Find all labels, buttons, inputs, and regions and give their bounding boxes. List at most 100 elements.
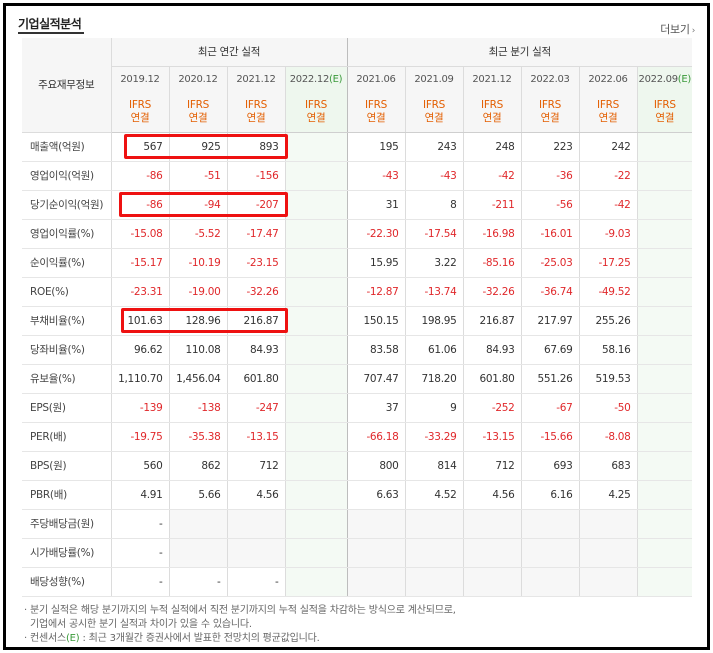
- table-cell: -156: [226, 161, 285, 191]
- ifrs-consolidated-label: 연결: [424, 111, 444, 124]
- period-label: 2022.03: [530, 73, 570, 85]
- ifrs-label: IFRS: [129, 98, 151, 111]
- table-cell: [284, 422, 347, 452]
- table-cell: [636, 538, 693, 568]
- table-row: BPS(원) 560 862 712 800 814 712 693 683: [22, 451, 693, 481]
- table-cell: [284, 190, 347, 220]
- table-cell: 5.66: [168, 480, 227, 510]
- annual-group-header: 최근 연간 실적: [110, 38, 347, 67]
- table-cell: -15.08: [110, 218, 169, 249]
- table-cell: [636, 218, 693, 249]
- period-label: 2019.12: [120, 73, 160, 85]
- table-cell: -15.66: [520, 422, 579, 452]
- more-label[interactable]: 더보기: [660, 23, 690, 36]
- ifrs-header: IFRS 연결: [636, 92, 693, 133]
- table-row: 당기순이익(억원) -86 -94 -207 31 8 -211 -56 -42: [22, 190, 693, 220]
- table-cell: 567: [110, 132, 169, 162]
- table-cell: -23.15: [226, 248, 285, 278]
- table-cell: 61.06: [404, 335, 463, 365]
- ifrs-label: IFRS: [423, 98, 445, 111]
- table-cell: -86: [110, 161, 169, 191]
- ifrs-consolidated-label: 연결: [246, 111, 266, 124]
- table-cell: 128.96: [168, 305, 227, 336]
- table-cell: 4.91: [110, 480, 169, 510]
- table-cell: -: [110, 508, 169, 539]
- ifrs-header: IFRS 연결: [284, 92, 347, 133]
- table-cell: -42: [462, 161, 521, 191]
- period-header: 2022.03: [520, 66, 579, 92]
- table-cell: 4.56: [226, 480, 285, 510]
- table-cell: [404, 567, 463, 597]
- table-cell: [520, 567, 579, 597]
- table-cell: [168, 508, 227, 539]
- section-title: 기업실적분석: [18, 17, 82, 31]
- more-link[interactable]: 더보기 ›: [660, 21, 695, 37]
- table-cell: -13.15: [462, 422, 521, 452]
- ifrs-consolidated-label: 연결: [598, 111, 618, 124]
- table-cell: -16.01: [520, 218, 579, 249]
- row-label: 순이익률(%): [22, 248, 111, 278]
- table-cell: 862: [168, 451, 227, 481]
- quarter-group-header: 최근 분기 실적: [346, 38, 693, 67]
- table-cell: 551.26: [520, 364, 579, 394]
- table-cell: -207: [226, 190, 285, 220]
- chevron-right-icon: ›: [691, 26, 696, 36]
- footnote-3-suffix: : 최근 3개월간 증권사에서 발표한 전망치의 평균값입니다.: [79, 633, 320, 644]
- table-cell: [284, 508, 347, 539]
- period-label: 2021.12: [236, 73, 276, 85]
- period-label: 2022.06: [588, 73, 628, 85]
- table-cell: [636, 567, 693, 597]
- table-cell: -94: [168, 190, 227, 220]
- row-label: BPS(원): [22, 451, 111, 481]
- table-cell: -19.00: [168, 277, 227, 307]
- table-cell: -16.98: [462, 218, 521, 249]
- table-cell: [636, 364, 693, 394]
- row-label: 당좌비율(%): [22, 335, 111, 365]
- table-cell: -33.29: [404, 422, 463, 452]
- table-row: 시가배당률(%) -: [22, 538, 693, 568]
- period-header: 2021.06: [346, 66, 405, 92]
- table-cell: -86: [110, 190, 169, 220]
- ifrs-label: IFRS: [653, 98, 676, 111]
- table-cell: [284, 451, 347, 481]
- footnote-3-prefix: · 컨센서스: [24, 633, 66, 644]
- table-cell: 1,110.70: [110, 364, 169, 394]
- row-label: 영업이익(억원): [22, 161, 111, 191]
- title-underline: [18, 32, 84, 34]
- table-cell: [636, 248, 693, 278]
- table-cell: -138: [168, 392, 227, 423]
- table-cell: [284, 538, 347, 568]
- table-cell: 6.16: [520, 480, 579, 510]
- period-header: 2022.09(E): [636, 66, 693, 92]
- table-cell: -17.47: [226, 218, 285, 249]
- table-cell: 6.63: [346, 480, 405, 510]
- table-row: 당좌비율(%) 96.62 110.08 84.93 83.58 61.06 84.93 67…: [22, 335, 693, 365]
- table-cell: -: [226, 567, 285, 597]
- table-cell: -23.31: [110, 277, 169, 307]
- table-cell: [346, 567, 405, 597]
- table-cell: -10.19: [168, 248, 227, 278]
- ifrs-label: IFRS: [305, 98, 327, 111]
- row-label: PER(배): [22, 422, 111, 452]
- row-label: EPS(원): [22, 392, 111, 423]
- ifrs-label: IFRS: [187, 98, 209, 111]
- table-cell: 242: [578, 132, 637, 162]
- table-cell: 601.80: [226, 364, 285, 394]
- table-cell: 248: [462, 132, 521, 162]
- table-cell: -36.74: [520, 277, 579, 307]
- table-cell: -8.08: [578, 422, 637, 452]
- period-label: 2021.12: [472, 73, 512, 85]
- table-cell: -13.74: [404, 277, 463, 307]
- period-header: 2020.12: [168, 66, 227, 92]
- table-cell: -12.87: [346, 277, 405, 307]
- table-cell: 1,456.04: [168, 364, 227, 394]
- table-cell: -51: [168, 161, 227, 191]
- table-cell: 4.25: [578, 480, 637, 510]
- table-cell: [636, 392, 693, 423]
- corner-header: 주요재무정보: [22, 38, 111, 133]
- ifrs-consolidated-label: 연결: [188, 111, 208, 124]
- ifrs-consolidated-label: 연결: [540, 111, 560, 124]
- table-cell: -35.38: [168, 422, 227, 452]
- table-row: 영업이익(억원) -86 -51 -156 -43 -43 -42 -36 -22: [22, 161, 693, 191]
- table-cell: 15.95: [346, 248, 405, 278]
